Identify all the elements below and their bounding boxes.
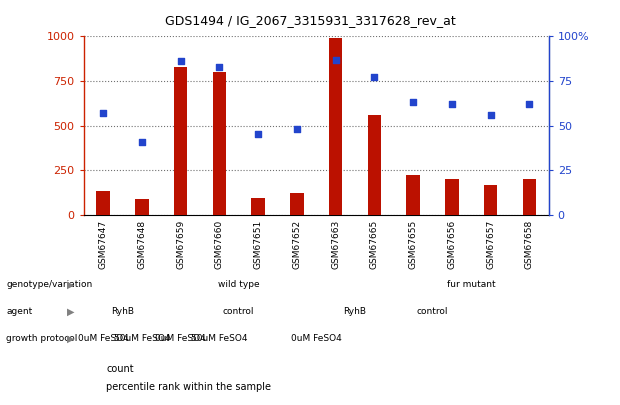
Bar: [96, 192, 110, 215]
Text: GSM67648: GSM67648: [137, 220, 146, 269]
Bar: [329, 38, 342, 215]
Point: [447, 101, 457, 107]
Text: GDS1494 / IG_2067_3315931_3317628_rev_at: GDS1494 / IG_2067_3315931_3317628_rev_at: [165, 14, 455, 27]
Text: GSM67657: GSM67657: [486, 220, 495, 269]
Bar: [523, 179, 536, 215]
Text: wild type: wild type: [218, 280, 260, 289]
Bar: [368, 115, 381, 215]
Text: control: control: [417, 307, 448, 316]
Bar: [251, 198, 265, 215]
Bar: [174, 67, 187, 215]
Point: [175, 58, 185, 65]
Text: growth protocol: growth protocol: [6, 334, 78, 343]
Text: GSM67660: GSM67660: [215, 220, 224, 269]
Text: GSM67659: GSM67659: [176, 220, 185, 269]
Text: 0uM FeSO4: 0uM FeSO4: [291, 334, 342, 343]
Text: agent: agent: [6, 307, 32, 316]
Point: [215, 64, 224, 70]
Point: [292, 126, 302, 132]
Text: GSM67655: GSM67655: [409, 220, 418, 269]
Text: GSM67656: GSM67656: [447, 220, 456, 269]
Text: 0uM FeSO4: 0uM FeSO4: [155, 334, 206, 343]
Bar: [135, 198, 149, 215]
Point: [253, 131, 263, 138]
Text: GSM67665: GSM67665: [370, 220, 379, 269]
Bar: [484, 185, 497, 215]
Text: 50uM FeSO4: 50uM FeSO4: [191, 334, 247, 343]
Text: 0uM FeSO4: 0uM FeSO4: [78, 334, 128, 343]
Text: GSM67647: GSM67647: [99, 220, 108, 269]
Text: genotype/variation: genotype/variation: [6, 280, 92, 289]
Text: control: control: [223, 307, 254, 316]
Bar: [290, 193, 304, 215]
Text: GSM67652: GSM67652: [292, 220, 301, 269]
Point: [408, 99, 418, 106]
Text: percentile rank within the sample: percentile rank within the sample: [106, 382, 271, 392]
Text: count: count: [106, 364, 134, 374]
Bar: [213, 72, 226, 215]
Text: 50uM FeSO4: 50uM FeSO4: [113, 334, 170, 343]
Text: ▶: ▶: [67, 334, 74, 344]
Point: [370, 74, 379, 81]
Text: RyhB: RyhB: [343, 307, 366, 316]
Point: [98, 110, 108, 116]
Bar: [445, 179, 459, 215]
Text: ▶: ▶: [67, 307, 74, 317]
Text: ▶: ▶: [67, 279, 74, 290]
Text: GSM67658: GSM67658: [525, 220, 534, 269]
Text: GSM67663: GSM67663: [331, 220, 340, 269]
Point: [525, 101, 534, 107]
Bar: [406, 175, 420, 215]
Point: [137, 139, 147, 145]
Point: [330, 56, 340, 63]
Point: [485, 112, 495, 118]
Text: GSM67651: GSM67651: [254, 220, 263, 269]
Text: fur mutant: fur mutant: [447, 280, 495, 289]
Text: RyhB: RyhB: [111, 307, 134, 316]
